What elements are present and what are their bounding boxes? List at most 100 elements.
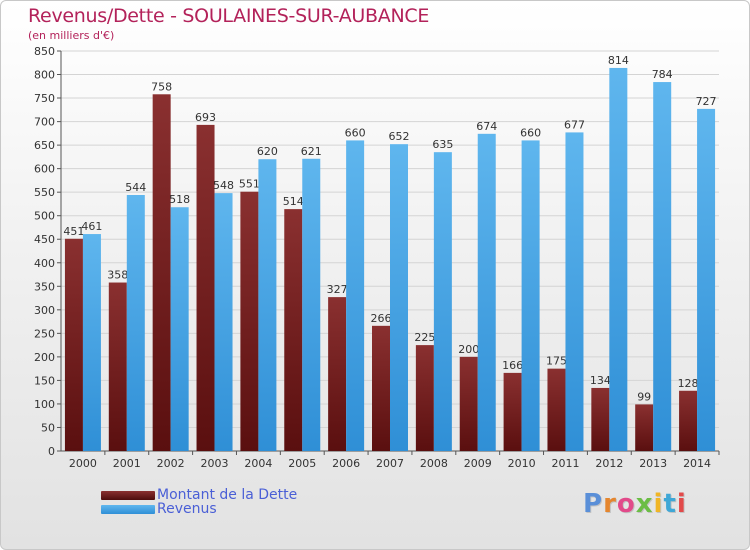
bar-revenus xyxy=(565,132,584,452)
bar-revenus xyxy=(170,207,189,451)
bar-dette xyxy=(679,390,698,451)
y-tick-label: 50 xyxy=(41,421,55,434)
data-label: 652 xyxy=(389,130,410,143)
data-label: 175 xyxy=(546,355,567,368)
data-label: 548 xyxy=(213,179,234,192)
y-tick-label: 350 xyxy=(34,280,55,293)
y-tick-label: 550 xyxy=(34,186,55,199)
bar-revenus xyxy=(302,158,321,451)
y-tick-label: 650 xyxy=(34,139,55,152)
logo-letter: i xyxy=(676,489,687,519)
x-tick-label: 2004 xyxy=(244,457,272,470)
y-tick-label: 200 xyxy=(34,351,55,364)
proxiti-logo: Proxiti xyxy=(583,489,687,519)
y-tick-label: 500 xyxy=(34,210,55,223)
x-tick-label: 2003 xyxy=(201,457,229,470)
data-label: 518 xyxy=(169,193,190,206)
y-tick-label: 400 xyxy=(34,257,55,270)
logo-letter: i xyxy=(653,489,664,519)
data-label: 814 xyxy=(608,54,629,67)
y-tick-label: 750 xyxy=(34,92,55,105)
y-tick-label: 150 xyxy=(34,374,55,387)
logo-letter: r xyxy=(603,489,617,519)
data-label: 660 xyxy=(520,126,541,139)
data-label: 461 xyxy=(81,220,102,233)
bar-dette xyxy=(152,94,171,451)
bar-dette xyxy=(459,356,478,451)
bar-revenus xyxy=(214,193,233,451)
data-label: 660 xyxy=(345,126,366,139)
bar-dette xyxy=(503,372,522,451)
bar-dette xyxy=(64,238,83,451)
data-label: 514 xyxy=(283,195,304,208)
data-label: 200 xyxy=(458,343,479,356)
bar-dette xyxy=(591,387,610,451)
data-label: 166 xyxy=(502,359,523,372)
bar-revenus xyxy=(390,144,408,452)
x-tick-label: 2005 xyxy=(288,457,316,470)
data-label: 551 xyxy=(239,178,260,191)
data-label: 693 xyxy=(195,111,216,124)
legend-swatch-dette xyxy=(101,491,155,500)
data-label: 784 xyxy=(652,68,673,81)
x-tick-label: 2001 xyxy=(113,457,141,470)
data-label: 620 xyxy=(257,145,278,158)
data-label: 635 xyxy=(432,138,453,151)
y-tick-label: 100 xyxy=(34,398,55,411)
legend-label-revenus: Revenus xyxy=(157,501,217,517)
bar-revenus xyxy=(477,133,496,451)
data-label: 358 xyxy=(107,269,128,282)
x-tick-label: 2011 xyxy=(551,457,579,470)
y-tick-label: 700 xyxy=(34,116,55,129)
bar-dette xyxy=(284,209,303,451)
x-tick-label: 2008 xyxy=(420,457,448,470)
data-label: 674 xyxy=(476,120,497,133)
data-label: 758 xyxy=(151,80,172,93)
y-tick-label: 850 xyxy=(34,45,55,58)
logo-letter: o xyxy=(616,489,636,519)
logo-letter: P xyxy=(583,489,604,519)
y-tick-label: 600 xyxy=(34,163,55,176)
x-tick-label: 2014 xyxy=(683,457,711,470)
y-tick-label: 300 xyxy=(34,304,55,317)
x-tick-label: 2009 xyxy=(464,457,492,470)
x-tick-label: 2012 xyxy=(595,457,623,470)
legend-label-dette: Montant de la Dette xyxy=(157,487,298,503)
data-label: 621 xyxy=(301,145,322,158)
data-label: 677 xyxy=(564,118,585,131)
bar-dette xyxy=(240,191,259,452)
y-tick-label: 250 xyxy=(34,327,55,340)
bar-dette xyxy=(328,297,347,451)
y-tick-label: 800 xyxy=(34,69,55,82)
logo-letter: x xyxy=(635,489,654,519)
x-tick-label: 2013 xyxy=(639,457,667,470)
data-label: 128 xyxy=(678,377,699,390)
x-tick-label: 2002 xyxy=(157,457,185,470)
bar-revenus xyxy=(609,67,628,452)
bar-revenus xyxy=(258,159,277,451)
x-tick-label: 2006 xyxy=(332,457,360,470)
bar-revenus xyxy=(82,234,101,451)
bar-revenus xyxy=(653,82,672,451)
bar-dette xyxy=(635,404,654,451)
data-label: 327 xyxy=(327,283,348,296)
data-label: 225 xyxy=(414,331,435,344)
data-label: 727 xyxy=(696,95,717,108)
x-tick-label: 2007 xyxy=(376,457,404,470)
chart-subtitle: (en milliers d'€) xyxy=(28,29,115,42)
data-label: 266 xyxy=(371,312,392,325)
bar-dette xyxy=(196,124,215,451)
data-label: 544 xyxy=(125,181,146,194)
x-tick-label: 2000 xyxy=(69,457,97,470)
bar-revenus xyxy=(521,140,540,452)
legend-swatch-revenus xyxy=(101,505,155,514)
logo-letter: t xyxy=(663,489,677,519)
bar-dette xyxy=(372,325,390,451)
bar-revenus xyxy=(346,140,365,452)
bar-dette xyxy=(547,368,566,451)
bar-revenus xyxy=(433,152,452,452)
x-tick-label: 2010 xyxy=(508,457,536,470)
bar-revenus xyxy=(126,195,145,451)
